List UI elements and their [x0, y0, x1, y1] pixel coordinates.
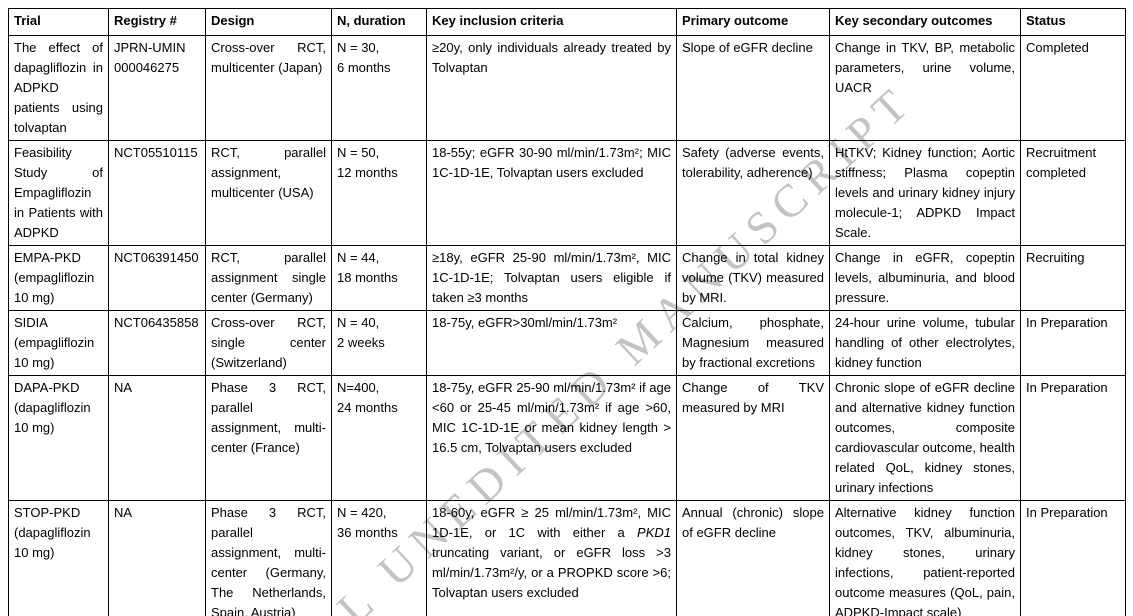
table-row: Feasibility Study of Empagliflozin in Pa…: [8, 140, 1126, 246]
cell-n-duration: N = 44, 18 months: [331, 245, 427, 311]
cell-secondary-outcomes: HtTKV; Kidney function; Aortic stiffness…: [829, 140, 1021, 246]
cell-trial: SIDIA (empagliflozin 10 mg): [8, 310, 109, 376]
column-header-design: Design: [205, 8, 332, 36]
cell-secondary-outcomes: Change in TKV, BP, metabolic parameters,…: [829, 35, 1021, 141]
cell-registry: NA: [108, 500, 206, 616]
cell-trial: Feasibility Study of Empagliflozin in Pa…: [8, 140, 109, 246]
cell-registry: NA: [108, 375, 206, 501]
cell-n-duration: N = 30, 6 months: [331, 35, 427, 141]
cell-n-duration: N = 50, 12 months: [331, 140, 427, 246]
column-header-trial: Trial: [8, 8, 109, 36]
inclusion-text-pre: 18-60y, eGFR ≥ 25 ml/min/1.73m², MIC 1D-…: [432, 505, 671, 540]
trials-table: Trial Registry # Design N, duration Key …: [8, 8, 1126, 616]
table-row: STOP-PKD (dapagliflozin 10 mg) NA Phase …: [8, 500, 1126, 616]
cell-design: Phase 3 RCT, parallel assignment, multi-…: [205, 500, 332, 616]
cell-design: Cross-over RCT, multicenter (Japan): [205, 35, 332, 141]
column-header-n-duration: N, duration: [331, 8, 427, 36]
cell-trial: DAPA-PKD (dapagliflozin 10 mg): [8, 375, 109, 501]
cell-primary-outcome: Change of TKV measured by MRI: [676, 375, 830, 501]
cell-inclusion: ≥18y, eGFR 25-90 ml/min/1.73m², MIC 1C-1…: [426, 245, 677, 311]
cell-secondary-outcomes: 24-hour urine volume, tubular handling o…: [829, 310, 1021, 376]
header-row: Trial Registry # Design N, duration Key …: [8, 8, 1126, 36]
cell-design: Cross-over RCT, single center (Switzerla…: [205, 310, 332, 376]
cell-secondary-outcomes: Change in eGFR, copeptin levels, albumin…: [829, 245, 1021, 311]
cell-status: Recruiting: [1020, 245, 1126, 311]
gene-name-pkd1: PKD1: [637, 525, 671, 540]
cell-design: RCT, parallel assignment single center (…: [205, 245, 332, 311]
cell-secondary-outcomes: Alternative kidney function outcomes, TK…: [829, 500, 1021, 616]
cell-primary-outcome: Change in total kidney volume (TKV) meas…: [676, 245, 830, 311]
column-header-status: Status: [1020, 8, 1126, 36]
inclusion-text-post: truncating variant, or eGFR loss >3 ml/m…: [432, 545, 671, 600]
cell-status: Completed: [1020, 35, 1126, 141]
cell-design: Phase 3 RCT, parallel assignment, multi-…: [205, 375, 332, 501]
cell-n-duration: N=400, 24 months: [331, 375, 427, 501]
column-header-registry: Registry #: [108, 8, 206, 36]
cell-primary-outcome: Safety (adverse events, tolerability, ad…: [676, 140, 830, 246]
table-row: The effect of dapagliflozin in ADPKD pat…: [8, 35, 1126, 141]
cell-registry: NCT06391450: [108, 245, 206, 311]
cell-inclusion: 18-75y, eGFR 25-90 ml/min/1.73m² if age …: [426, 375, 677, 501]
cell-design: RCT, parallel assignment, multicenter (U…: [205, 140, 332, 246]
cell-primary-outcome: Annual (chronic) slope of eGFR decline: [676, 500, 830, 616]
cell-trial: STOP-PKD (dapagliflozin 10 mg): [8, 500, 109, 616]
cell-inclusion: ≥20y, only individuals already treated b…: [426, 35, 677, 141]
table-row: SIDIA (empagliflozin 10 mg) NCT06435858 …: [8, 310, 1126, 376]
cell-primary-outcome: Slope of eGFR decline: [676, 35, 830, 141]
cell-secondary-outcomes: Chronic slope of eGFR decline and altern…: [829, 375, 1021, 501]
cell-status: In Preparation: [1020, 500, 1126, 616]
cell-inclusion: 18-55y; eGFR 30-90 ml/min/1.73m²; MIC 1C…: [426, 140, 677, 246]
cell-status: In Preparation: [1020, 310, 1126, 376]
cell-primary-outcome: Calcium, phosphate, Magnesium measured b…: [676, 310, 830, 376]
cell-registry: NCT06435858: [108, 310, 206, 376]
cell-status: Recruitment completed: [1020, 140, 1126, 246]
cell-registry: NCT05510115: [108, 140, 206, 246]
cell-inclusion: 18-75y, eGFR>30ml/min/1.73m²: [426, 310, 677, 376]
cell-registry: JPRN-UMIN 000046275: [108, 35, 206, 141]
column-header-inclusion: Key inclusion criteria: [426, 8, 677, 36]
cell-n-duration: N = 40, 2 weeks: [331, 310, 427, 376]
cell-trial: EMPA-PKD (empagliflozin 10 mg): [8, 245, 109, 311]
column-header-secondary-outcomes: Key secondary outcomes: [829, 8, 1021, 36]
table-row: DAPA-PKD (dapagliflozin 10 mg) NA Phase …: [8, 375, 1126, 501]
cell-n-duration: N = 420, 36 months: [331, 500, 427, 616]
cell-inclusion: 18-60y, eGFR ≥ 25 ml/min/1.73m², MIC 1D-…: [426, 500, 677, 616]
column-header-primary-outcome: Primary outcome: [676, 8, 830, 36]
cell-status: In Preparation: [1020, 375, 1126, 501]
table-row: EMPA-PKD (empagliflozin 10 mg) NCT063914…: [8, 245, 1126, 311]
cell-trial: The effect of dapagliflozin in ADPKD pat…: [8, 35, 109, 141]
